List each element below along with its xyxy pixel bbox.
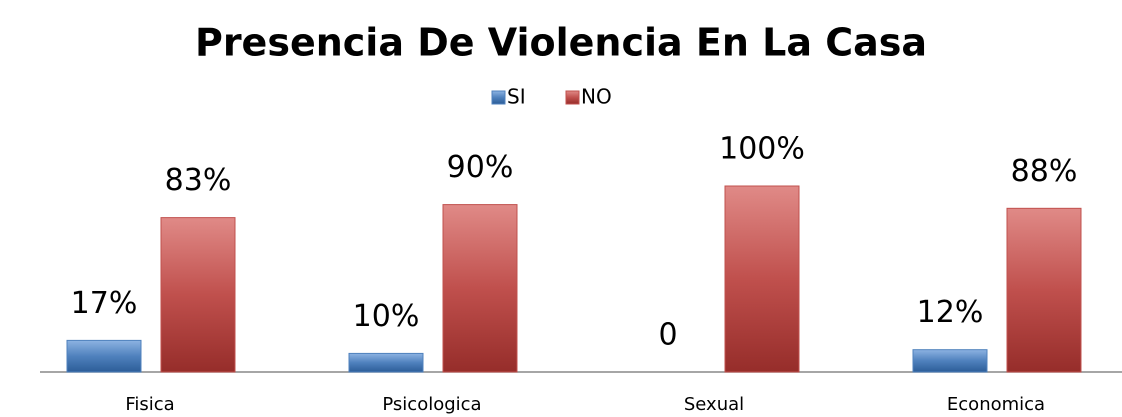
bar [1006, 207, 1082, 373]
chart-title: Presencia De Violencia En La Casa [195, 21, 927, 65]
x-tick-label: Fisica [125, 394, 174, 415]
data-label: 0 [658, 318, 677, 353]
x-tick-label: Sexual [684, 394, 744, 415]
legend-swatch [491, 90, 506, 105]
data-label: 100% [719, 132, 805, 167]
legend-label: NO [581, 85, 612, 109]
legend-label: SI [507, 85, 526, 109]
bar [66, 339, 142, 373]
bar [348, 352, 424, 373]
data-label: 88% [1011, 154, 1078, 189]
bar [442, 204, 518, 373]
x-tick-label: Economica [947, 394, 1045, 415]
legend-swatch [565, 90, 580, 105]
data-label: 17% [71, 286, 138, 321]
bar [912, 349, 988, 373]
bar [724, 185, 800, 373]
data-label: 90% [447, 150, 514, 185]
data-label: 10% [353, 299, 420, 334]
bar [160, 217, 236, 373]
data-label: 83% [165, 163, 232, 198]
x-tick-label: Psicologica [382, 394, 481, 415]
data-label: 12% [917, 295, 984, 330]
